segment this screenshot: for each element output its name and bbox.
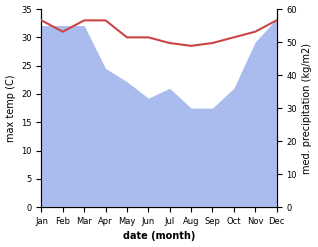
Y-axis label: med. precipitation (kg/m2): med. precipitation (kg/m2): [302, 43, 313, 174]
Y-axis label: max temp (C): max temp (C): [5, 74, 16, 142]
X-axis label: date (month): date (month): [123, 231, 195, 242]
